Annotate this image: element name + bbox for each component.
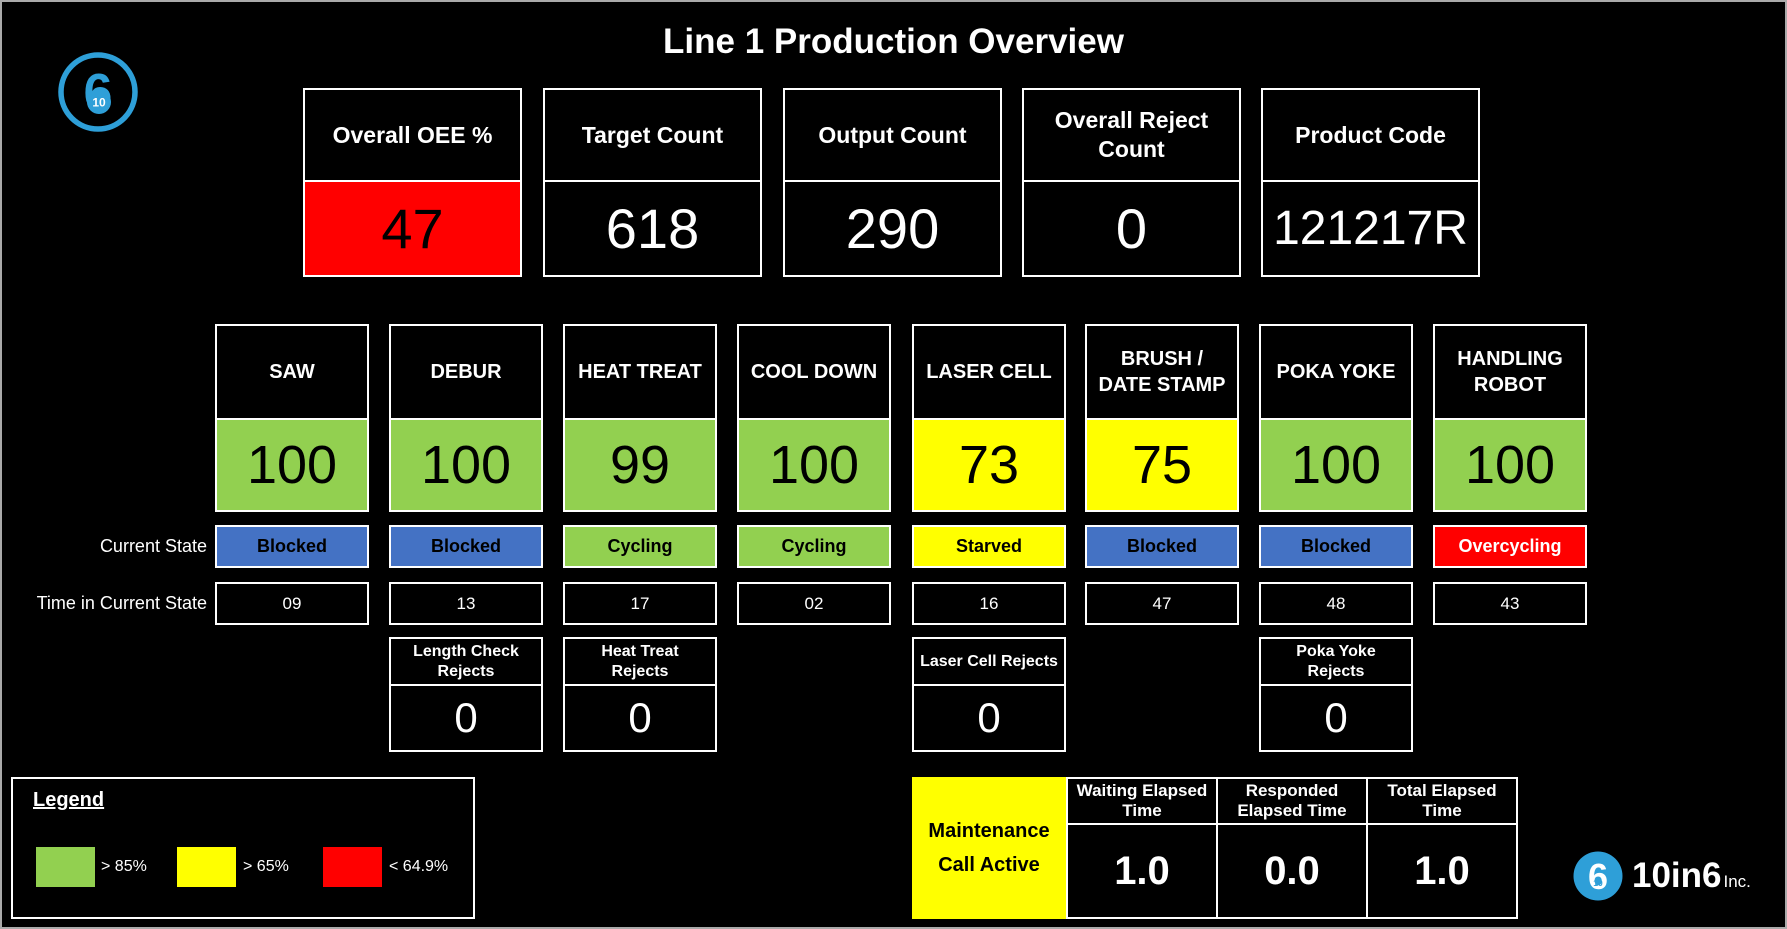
brand-lockup: 6 10 10in6 Inc. xyxy=(1572,850,1751,902)
legend-label-green: > 85% xyxy=(101,858,147,875)
kpi-label: Target Count xyxy=(543,88,762,182)
svg-text:10: 10 xyxy=(1593,878,1603,888)
10in6-logo-icon: 6 10 xyxy=(58,52,138,132)
station-debur: DEBUR 100 Blocked 13 Length Check Reject… xyxy=(389,324,543,752)
legend-title: Legend xyxy=(33,789,105,811)
station-oee-value: 100 xyxy=(1433,418,1587,512)
kpi-value: 0 xyxy=(1022,180,1241,277)
station-current-state: Starved xyxy=(912,525,1066,568)
station-oee-value: 75 xyxy=(1085,418,1239,512)
maintenance-col-header: Waiting Elapsed Time xyxy=(1066,777,1218,825)
reject-count-label: Poka Yoke Rejects xyxy=(1259,637,1413,686)
station-laser-cell: LASER CELL 73 Starved 16 Laser Cell Reje… xyxy=(912,324,1066,752)
legend-swatch-red xyxy=(323,847,382,887)
station-cool-down: COOL DOWN 100 Cycling 02 xyxy=(737,324,891,625)
maintenance-col-header: Responded Elapsed Time xyxy=(1216,777,1368,825)
time-in-current-state-row-label: Time in Current State xyxy=(36,593,207,613)
station-handling-robot: HANDLING ROBOT 100 Overcycling 43 xyxy=(1433,324,1587,625)
station-current-state: Blocked xyxy=(389,525,543,568)
legend-label-red: < 64.9% xyxy=(389,858,449,875)
station-poka-yoke: POKA YOKE 100 Blocked 48 Poka Yoke Rejec… xyxy=(1259,324,1413,752)
kpi-label: Overall Reject Count xyxy=(1022,88,1241,182)
kpi-value: 47 xyxy=(303,180,522,277)
maintenance-col-header: Total Elapsed Time xyxy=(1366,777,1518,825)
station-name: DEBUR xyxy=(389,324,543,420)
station-current-state: Blocked xyxy=(1259,525,1413,568)
station-time-in-state: 48 xyxy=(1259,582,1413,625)
reject-count-value: 0 xyxy=(1259,684,1413,752)
kpi-overall-oee: Overall OEE % 47 xyxy=(303,88,522,277)
station-time-in-state: 17 xyxy=(563,582,717,625)
station-current-state: Blocked xyxy=(215,525,369,568)
reject-count-label: Laser Cell Rejects xyxy=(912,637,1066,686)
station-time-in-state: 43 xyxy=(1433,582,1587,625)
maintenance-col-value: 1.0 xyxy=(1366,823,1518,919)
10in6-logo-small-icon: 6 10 xyxy=(1573,851,1623,901)
brand-name: 10in6 xyxy=(1632,856,1722,895)
station-oee-value: 100 xyxy=(215,418,369,512)
kpi-label: Output Count xyxy=(783,88,1002,182)
reject-count-value: 0 xyxy=(912,684,1066,752)
maintenance-col-responded: Responded Elapsed Time 0.0 xyxy=(1216,777,1368,919)
maintenance-col-value: 1.0 xyxy=(1066,823,1218,919)
kpi-product-code: Product Code 121217R xyxy=(1261,88,1480,277)
maintenance-times: Waiting Elapsed Time 1.0 Responded Elaps… xyxy=(1066,777,1518,919)
station-brush-date-stamp: BRUSH / DATE STAMP 75 Blocked 47 xyxy=(1085,324,1239,625)
legend-panel: Legend > 85% > 65% < 64.9% xyxy=(11,777,475,919)
reject-count-value: 0 xyxy=(389,684,543,752)
current-state-row-label: Current State xyxy=(99,536,207,556)
station-name: SAW xyxy=(215,324,369,420)
station-time-in-state: 16 xyxy=(912,582,1066,625)
brand-suffix: Inc. xyxy=(1723,872,1751,891)
station-time-in-state: 47 xyxy=(1085,582,1239,625)
maintenance-col-value: 0.0 xyxy=(1216,823,1368,919)
maintenance-col-total: Total Elapsed Time 1.0 xyxy=(1366,777,1518,919)
station-oee-value: 73 xyxy=(912,418,1066,512)
reject-count-value: 0 xyxy=(563,684,717,752)
station-heat-treat: HEAT TREAT 99 Cycling 17 Heat Treat Reje… xyxy=(563,324,717,752)
station-name: COOL DOWN xyxy=(737,324,891,420)
legend-swatch-yellow xyxy=(177,847,236,887)
station-oee-value: 100 xyxy=(1259,418,1413,512)
station-oee-value: 100 xyxy=(389,418,543,512)
station-name: HANDLING ROBOT xyxy=(1433,324,1587,420)
station-oee-value: 99 xyxy=(563,418,717,512)
station-current-state: Cycling xyxy=(737,525,891,568)
station-name: POKA YOKE xyxy=(1259,324,1413,420)
station-saw: SAW 100 Blocked 09 xyxy=(215,324,369,625)
kpi-label: Overall OEE % xyxy=(303,88,522,182)
station-time-in-state: 13 xyxy=(389,582,543,625)
reject-count-label: Length Check Rejects xyxy=(389,637,543,686)
kpi-target-count: Target Count 618 xyxy=(543,88,762,277)
kpi-overall-reject-count: Overall Reject Count 0 xyxy=(1022,88,1241,277)
reject-count-label: Heat Treat Rejects xyxy=(563,637,717,686)
station-name: HEAT TREAT xyxy=(563,324,717,420)
station-name: BRUSH / DATE STAMP xyxy=(1085,324,1239,420)
kpi-label: Product Code xyxy=(1261,88,1480,182)
legend-label-yellow: > 65% xyxy=(243,858,289,875)
page-title: Line 1 Production Overview xyxy=(663,22,1124,61)
legend-swatch-green xyxy=(36,847,95,887)
station-name: LASER CELL xyxy=(912,324,1066,420)
svg-text:10: 10 xyxy=(92,96,106,110)
svg-text:6: 6 xyxy=(1588,856,1608,897)
station-current-state: Overcycling xyxy=(1433,525,1587,568)
station-oee-value: 100 xyxy=(737,418,891,512)
maintenance-col-waiting: Waiting Elapsed Time 1.0 xyxy=(1066,777,1218,919)
kpi-value: 618 xyxy=(543,180,762,277)
kpi-value: 121217R xyxy=(1261,180,1480,277)
maintenance-call-banner: Maintenance Call Active xyxy=(912,777,1066,919)
station-time-in-state: 02 xyxy=(737,582,891,625)
station-current-state: Blocked xyxy=(1085,525,1239,568)
kpi-value: 290 xyxy=(783,180,1002,277)
station-time-in-state: 09 xyxy=(215,582,369,625)
kpi-output-count: Output Count 290 xyxy=(783,88,1002,277)
station-current-state: Cycling xyxy=(563,525,717,568)
